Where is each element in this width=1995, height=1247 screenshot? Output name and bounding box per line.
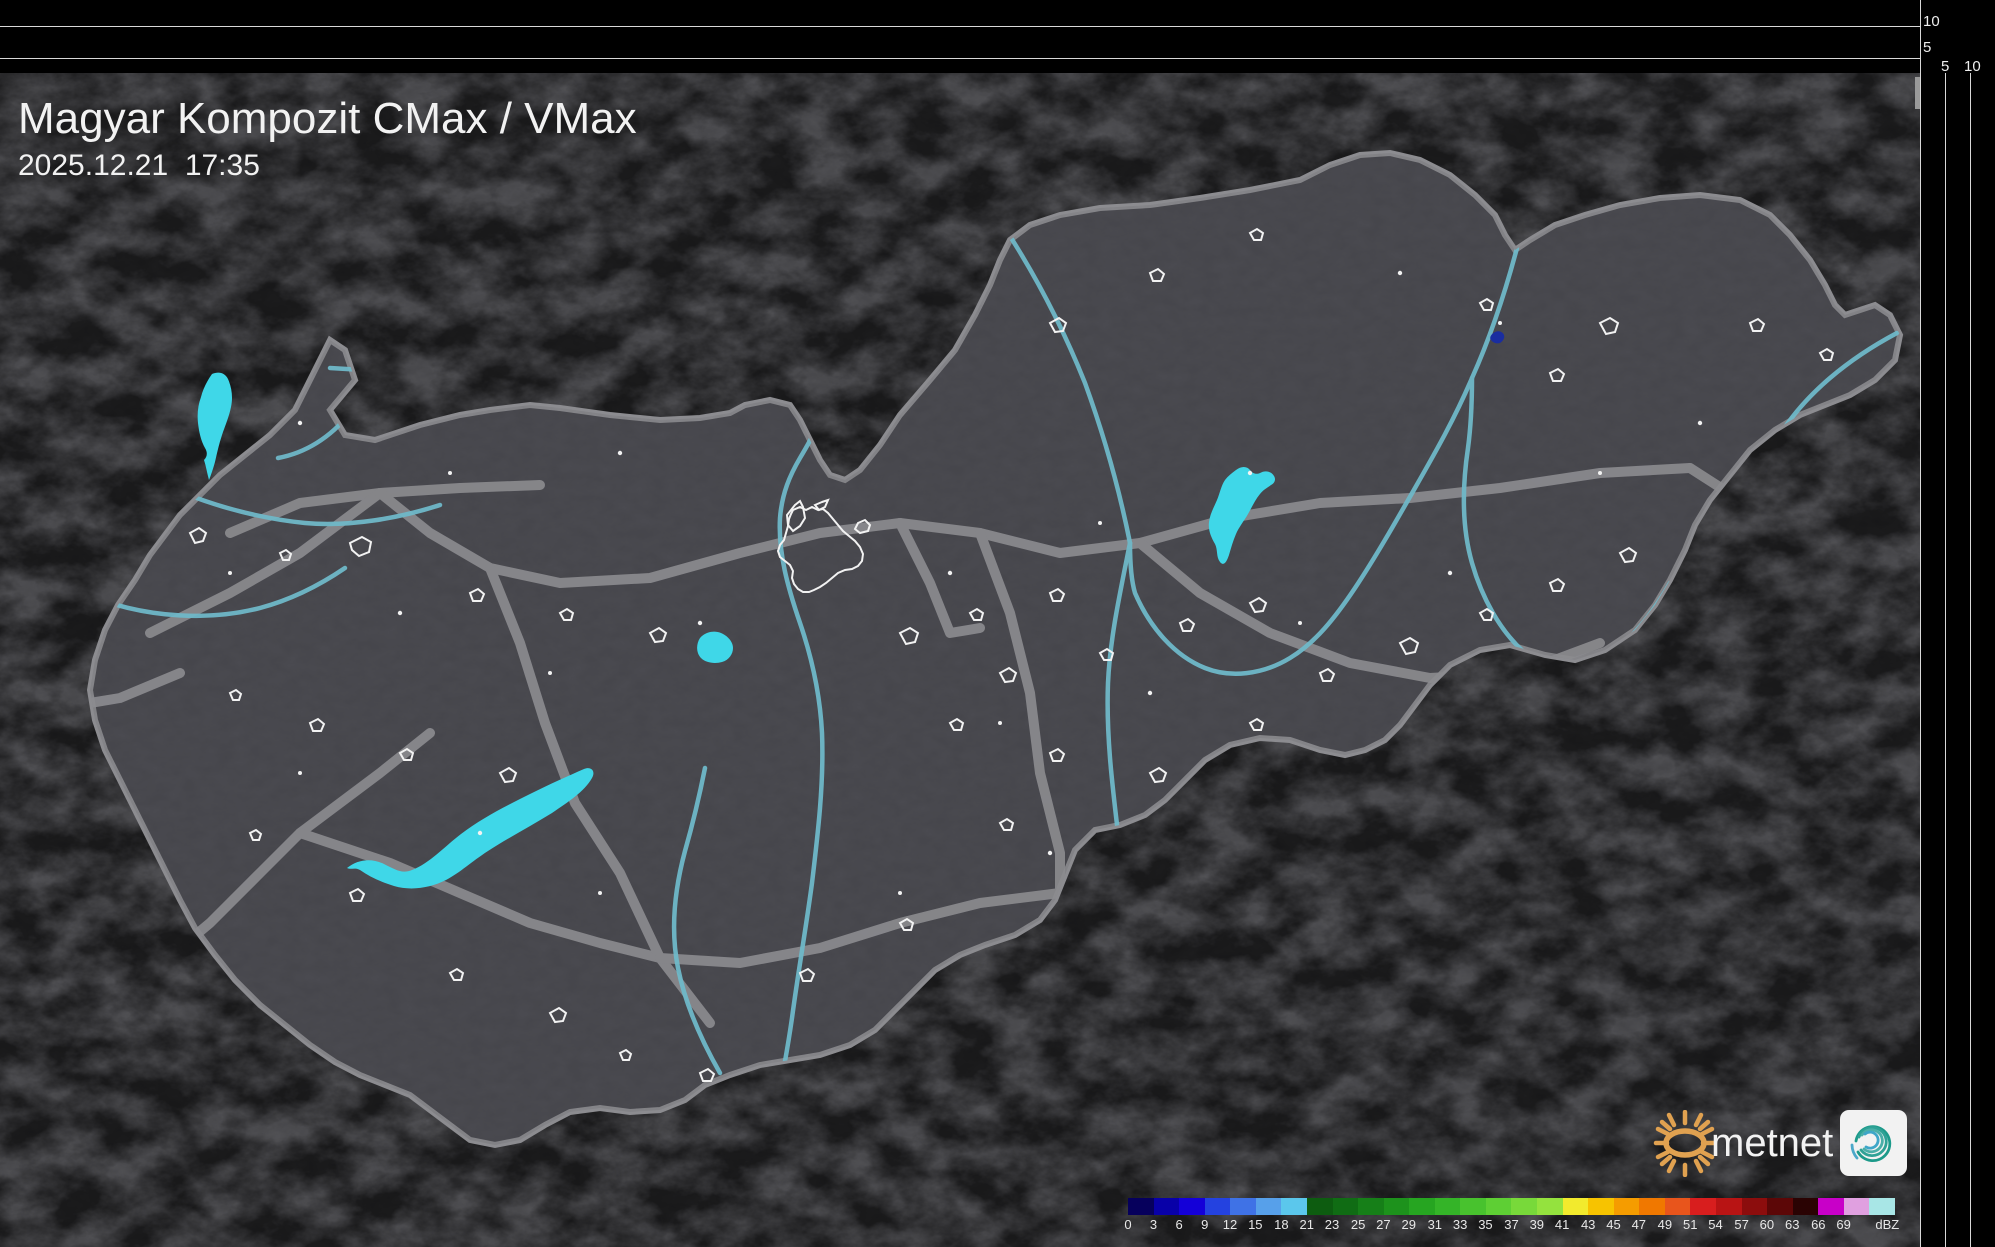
svg-text:metnet: metnet: [1711, 1121, 1833, 1165]
